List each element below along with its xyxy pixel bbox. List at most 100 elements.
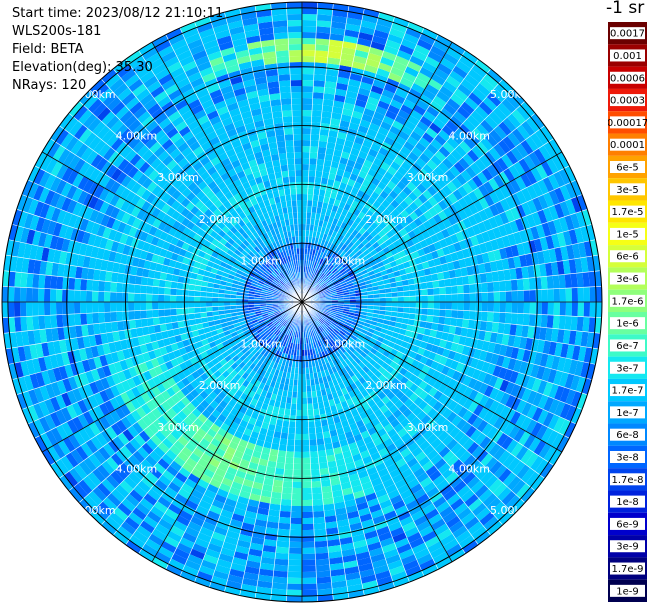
- ppi-gate-cell: [340, 243, 348, 251]
- ppi-gate-cell: [323, 288, 330, 293]
- ppi-gate-cell: [324, 308, 331, 312]
- ppi-gate-cell: [458, 140, 472, 154]
- ppi-gate-cell: [448, 269, 457, 279]
- ppi-gate-cell: [468, 190, 479, 203]
- ppi-gate-cell: [432, 40, 449, 53]
- ppi-gate-cell: [516, 242, 526, 256]
- ppi-gate-cell: [117, 320, 125, 332]
- ppi-gate-cell: [446, 137, 459, 150]
- ppi-gate-cell: [417, 326, 426, 335]
- ppi-gate-cell: [310, 289, 316, 294]
- ppi-gate-cell: [418, 168, 430, 179]
- ppi-gate-cell: [585, 363, 596, 380]
- ppi-gate-cell: [548, 248, 557, 263]
- ppi-gate-cell: [313, 80, 326, 88]
- ppi-gate-cell: [475, 311, 482, 321]
- ppi-gate-cell: [420, 178, 432, 190]
- ray-separator: [301, 301, 602, 319]
- ppi-gate-cell: [325, 234, 332, 242]
- ppi-gate-cell: [411, 146, 423, 158]
- ppi-gate-cell: [441, 263, 449, 273]
- ppi-gate-cell: [516, 278, 524, 291]
- ppi-gate-cell: [493, 302, 500, 313]
- ppi-gate-cell: [313, 516, 326, 524]
- ppi-gate-cell: [370, 143, 381, 153]
- ppi-gate-cell: [463, 194, 474, 206]
- ppi-gate-cell: [554, 203, 565, 219]
- ppi-gate-cell: [68, 313, 76, 327]
- ppi-gate-cell: [466, 226, 476, 238]
- ppi-gate-cell: [399, 77, 414, 89]
- ppi-gate-cell: [351, 167, 361, 176]
- ppi-gate-cell: [321, 171, 330, 179]
- ppi-gate-cell: [414, 339, 422, 348]
- ppi-gate-cell: [408, 284, 416, 291]
- ppi-gate-cell: [391, 296, 398, 302]
- ppi-gate-cell: [582, 271, 590, 288]
- ray-separator: [301, 68, 492, 303]
- ppi-gate-cell: [494, 83, 510, 99]
- ppi-gate-cell: [322, 165, 331, 173]
- ppi-gate-cell: [324, 309, 331, 313]
- ppi-gate-cell: [451, 177, 463, 190]
- ppi-gate-cell: [397, 291, 404, 297]
- ppi-gate-cell: [520, 173, 532, 188]
- ray-separator: [301, 8, 365, 303]
- ppi-gate-cell: [463, 293, 470, 302]
- ppi-gate-cell: [326, 270, 332, 277]
- ppi-gate-cell: [467, 178, 479, 191]
- ppi-gate-cell: [384, 315, 391, 321]
- ppi-gate-cell: [452, 200, 464, 212]
- ppi-gate-cell: [307, 397, 313, 404]
- ppi-gate-cell: [158, 286, 165, 295]
- ray-separator: [301, 194, 583, 303]
- ppi-gate-cell: [86, 290, 93, 302]
- ppi-gate-cell: [314, 269, 319, 276]
- ppi-gate-cell: [158, 309, 165, 318]
- ppi-gate-cell: [550, 261, 559, 276]
- ppi-gate-cell: [328, 264, 335, 271]
- ppi-gate-cell: [128, 274, 137, 285]
- ppi-gate-cell: [457, 209, 468, 221]
- ppi-gate-cell: [483, 181, 495, 194]
- ppi-gate-cell: [335, 263, 343, 270]
- ppi-gate-cell: [8, 302, 15, 318]
- ppi-gate-cell: [372, 157, 383, 167]
- ppi-gate-cell: [537, 209, 548, 225]
- ppi-gate-cell: [486, 281, 494, 293]
- ppi-gate-cell: [44, 275, 52, 289]
- ppi-gate-cell: [384, 287, 392, 294]
- ppi-gate-cell: [469, 302, 476, 312]
- ppi-gate-cell: [475, 253, 484, 265]
- ppi-gate-cell: [415, 289, 422, 297]
- ppi-gate-cell: [409, 290, 416, 297]
- ppi-gate-cell: [318, 456, 328, 464]
- ppi-gate-cell: [511, 128, 526, 144]
- ppi-gate-cell: [158, 279, 166, 288]
- ppi-gate-cell: [390, 22, 408, 34]
- ppi-gate-cell: [509, 268, 517, 281]
- ppi-gate-cell: [323, 268, 329, 275]
- ppi-gate-cell: [391, 291, 398, 298]
- ppi-gate-cell: [515, 143, 529, 159]
- ppi-gate-cell: [577, 346, 587, 362]
- ppi-gate-cell: [535, 224, 546, 239]
- ppi-gate-cell: [355, 156, 366, 165]
- ppi-gate-cell: [403, 140, 415, 152]
- ppi-gate-cell: [381, 234, 390, 243]
- ray-separator: [301, 5, 350, 303]
- ppi-gate-cell: [170, 315, 178, 323]
- ppi-gate-cell: [279, 510, 292, 518]
- ppi-gate-cell: [316, 20, 332, 28]
- ppi-gate-cell: [302, 577, 317, 584]
- ppi-gate-cell: [513, 231, 523, 245]
- ppi-gate-cell: [44, 315, 52, 329]
- ppi-gate-cell: [501, 235, 511, 248]
- ppi-gate-cell: [302, 493, 313, 500]
- ppi-gate-cell: [515, 267, 523, 280]
- ppi-gate-cell: [514, 218, 525, 232]
- ppi-gate-cell: [558, 371, 569, 388]
- ppi-gate-cell: [437, 221, 447, 232]
- ppi-gate-cell: [436, 272, 445, 281]
- ppi-gate-cell: [212, 302, 219, 307]
